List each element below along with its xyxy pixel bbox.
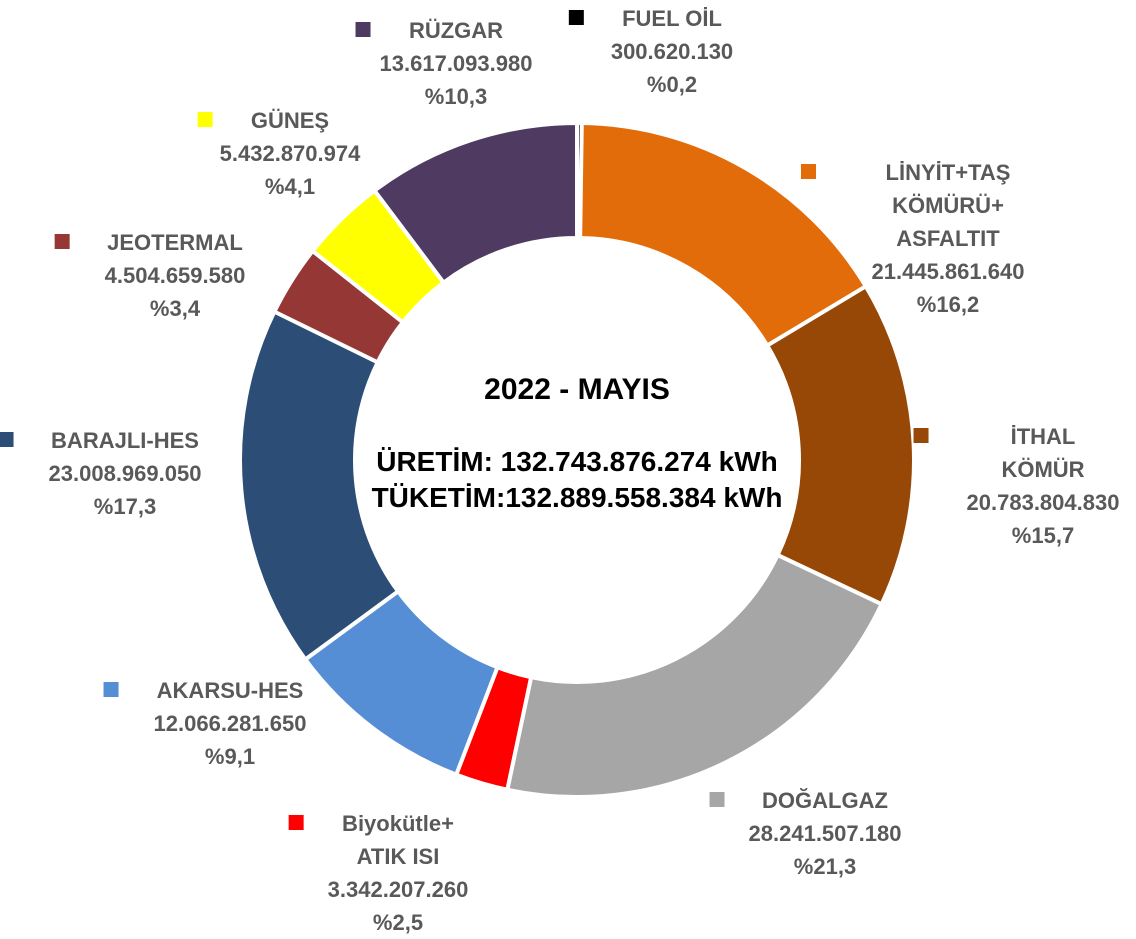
value-label: 12.066.281.650: [153, 711, 307, 736]
data-label: RÜZGAR 13.617.093.980 %10,3: [355, 14, 533, 113]
percentage-label: %2,5: [372, 910, 424, 935]
data-label: JEOTERMAL 4.504.659.580 %3,4: [54, 226, 246, 325]
donut-slice: [371, 120, 579, 286]
percentage-label: %3,4: [149, 296, 201, 321]
percentage-label: %17,3: [93, 494, 157, 519]
value-label: 28.241.507.180: [748, 821, 902, 846]
category-label: İTHAL KÖMÜR: [913, 420, 1120, 486]
value-label: 3.342.207.260: [327, 877, 469, 902]
value-label: 20.783.804.830: [966, 490, 1120, 515]
value-label: 5.432.870.974: [219, 141, 361, 166]
legend-swatch: [0, 432, 14, 447]
percentage-label: %10,3: [424, 84, 488, 109]
legend-swatch: [709, 792, 725, 807]
chart-title: 2022 - MAYIS: [484, 373, 670, 406]
data-label: LİNYİT+TAŞ KÖMÜRÜ+ ASFALTIT 21.445.861.64…: [801, 156, 1042, 321]
data-label: AKARSU-HES 12.066.281.650 %9,1: [103, 674, 307, 773]
category-label: DOĞALGAZ: [709, 784, 888, 817]
legend-swatch: [103, 682, 119, 697]
percentage-label: %15,7: [1011, 523, 1075, 548]
category-label: JEOTERMAL: [54, 226, 243, 259]
value-label: 4.504.659.580: [104, 263, 246, 288]
legend-swatch: [54, 234, 70, 249]
value-label: 13.617.093.980: [379, 51, 533, 76]
legend-swatch: [913, 428, 929, 443]
donut-slice: [504, 552, 885, 799]
category-label: Biyokütle+ ATIK ISI: [289, 807, 454, 873]
category-label: BARAJLI-HES: [0, 424, 199, 457]
value-label: 21.445.861.640: [871, 259, 1025, 284]
annotation: TÜKETİM:132.889.558.384 kWh: [371, 482, 783, 513]
annotation: ÜRETİM: 132.743.876.274 kWh: [376, 446, 778, 477]
percentage-label: %9,1: [204, 744, 256, 769]
value-label: 300.620.130: [610, 39, 734, 64]
data-label: İTHAL KÖMÜR 20.783.804.830 %15,7: [913, 420, 1120, 552]
legend-swatch: [569, 10, 585, 25]
category-label: LİNYİT+TAŞ KÖMÜRÜ+ ASFALTIT: [801, 156, 1042, 255]
legend-swatch: [801, 164, 816, 179]
legend-swatch: [355, 22, 371, 37]
category-label: AKARSU-HES: [103, 674, 303, 707]
percentage-label: %16,2: [916, 292, 980, 317]
category-label: GÜNEŞ: [197, 104, 329, 137]
percentage-label: %4,1: [264, 174, 316, 199]
percentage-label: %21,3: [793, 854, 857, 879]
data-label: Biyokütle+ ATIK ISI 3.342.207.260 %2,5: [289, 807, 469, 939]
value-label: 23.008.969.050: [48, 461, 202, 486]
data-label: BARAJLI-HES 23.008.969.050 %17,3: [0, 424, 202, 523]
data-label: GÜNEŞ 5.432.870.974 %4,1: [197, 104, 361, 203]
data-label: DOĞALGAZ 28.241.507.180 %21,3: [709, 784, 902, 883]
legend-swatch: [197, 112, 213, 127]
legend-swatch: [289, 815, 305, 830]
percentage-label: %0,2: [646, 72, 698, 97]
category-label: RÜZGAR: [355, 14, 503, 47]
data-label: FUEL OİL 300.620.130 %0,2: [569, 2, 734, 101]
category-label: FUEL OİL: [569, 2, 722, 35]
donut-slice: [764, 283, 916, 607]
